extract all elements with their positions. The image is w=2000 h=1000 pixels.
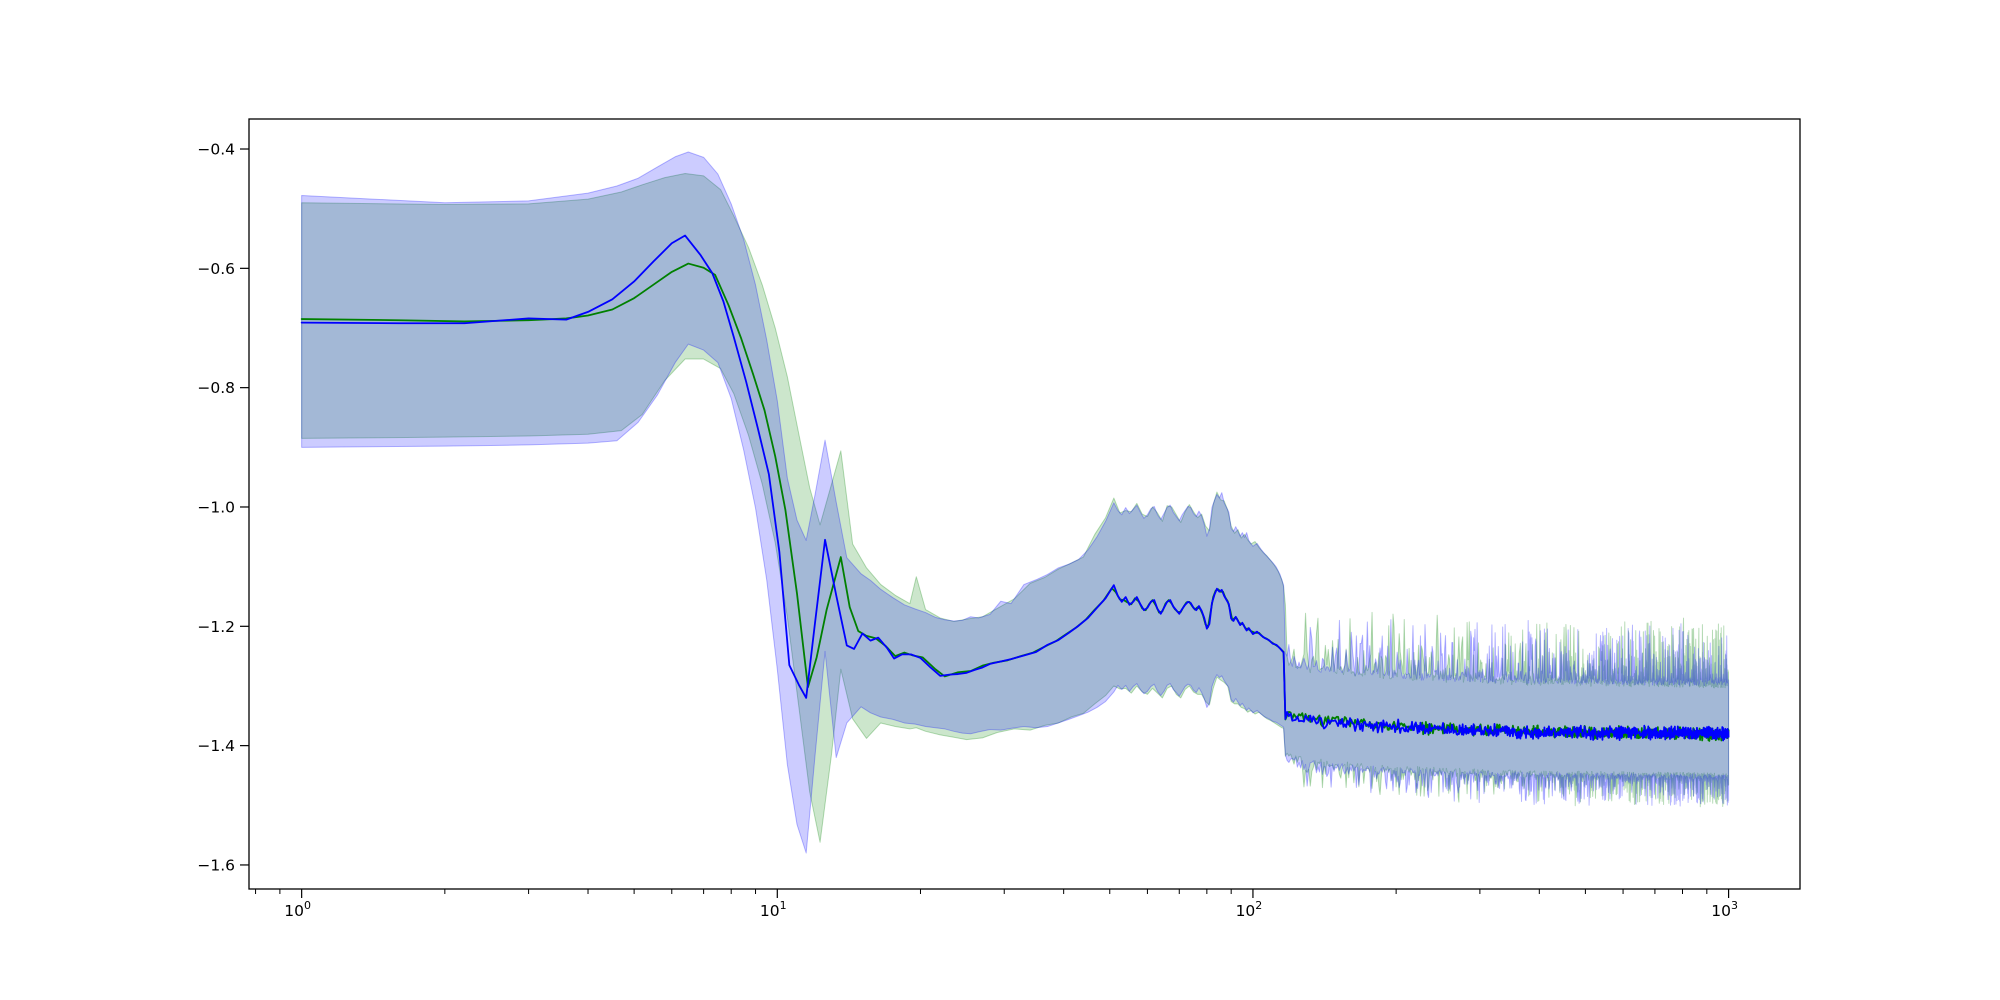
- y-tick-label: −1.2: [197, 618, 235, 636]
- x-tick-label: 100: [284, 899, 311, 920]
- green-series-band-area: [301, 172, 1730, 843]
- x-tick-label: 103: [1711, 899, 1738, 920]
- y-tick-label: −0.6: [197, 260, 235, 278]
- blue-series-band-area: [301, 151, 1730, 854]
- x-tick-label: 102: [1236, 899, 1263, 920]
- plot-border: [248, 118, 1801, 890]
- y-tick-label: −0.8: [197, 379, 235, 397]
- y-tick-label: −1.0: [197, 498, 235, 516]
- x-tick-label: 101: [760, 899, 787, 920]
- blue-series-mean-line: [300, 234, 1730, 742]
- y-tick-label: −1.6: [197, 856, 235, 874]
- y-tick-label: −1.4: [197, 737, 235, 755]
- y-tick-label: −0.4: [197, 141, 235, 159]
